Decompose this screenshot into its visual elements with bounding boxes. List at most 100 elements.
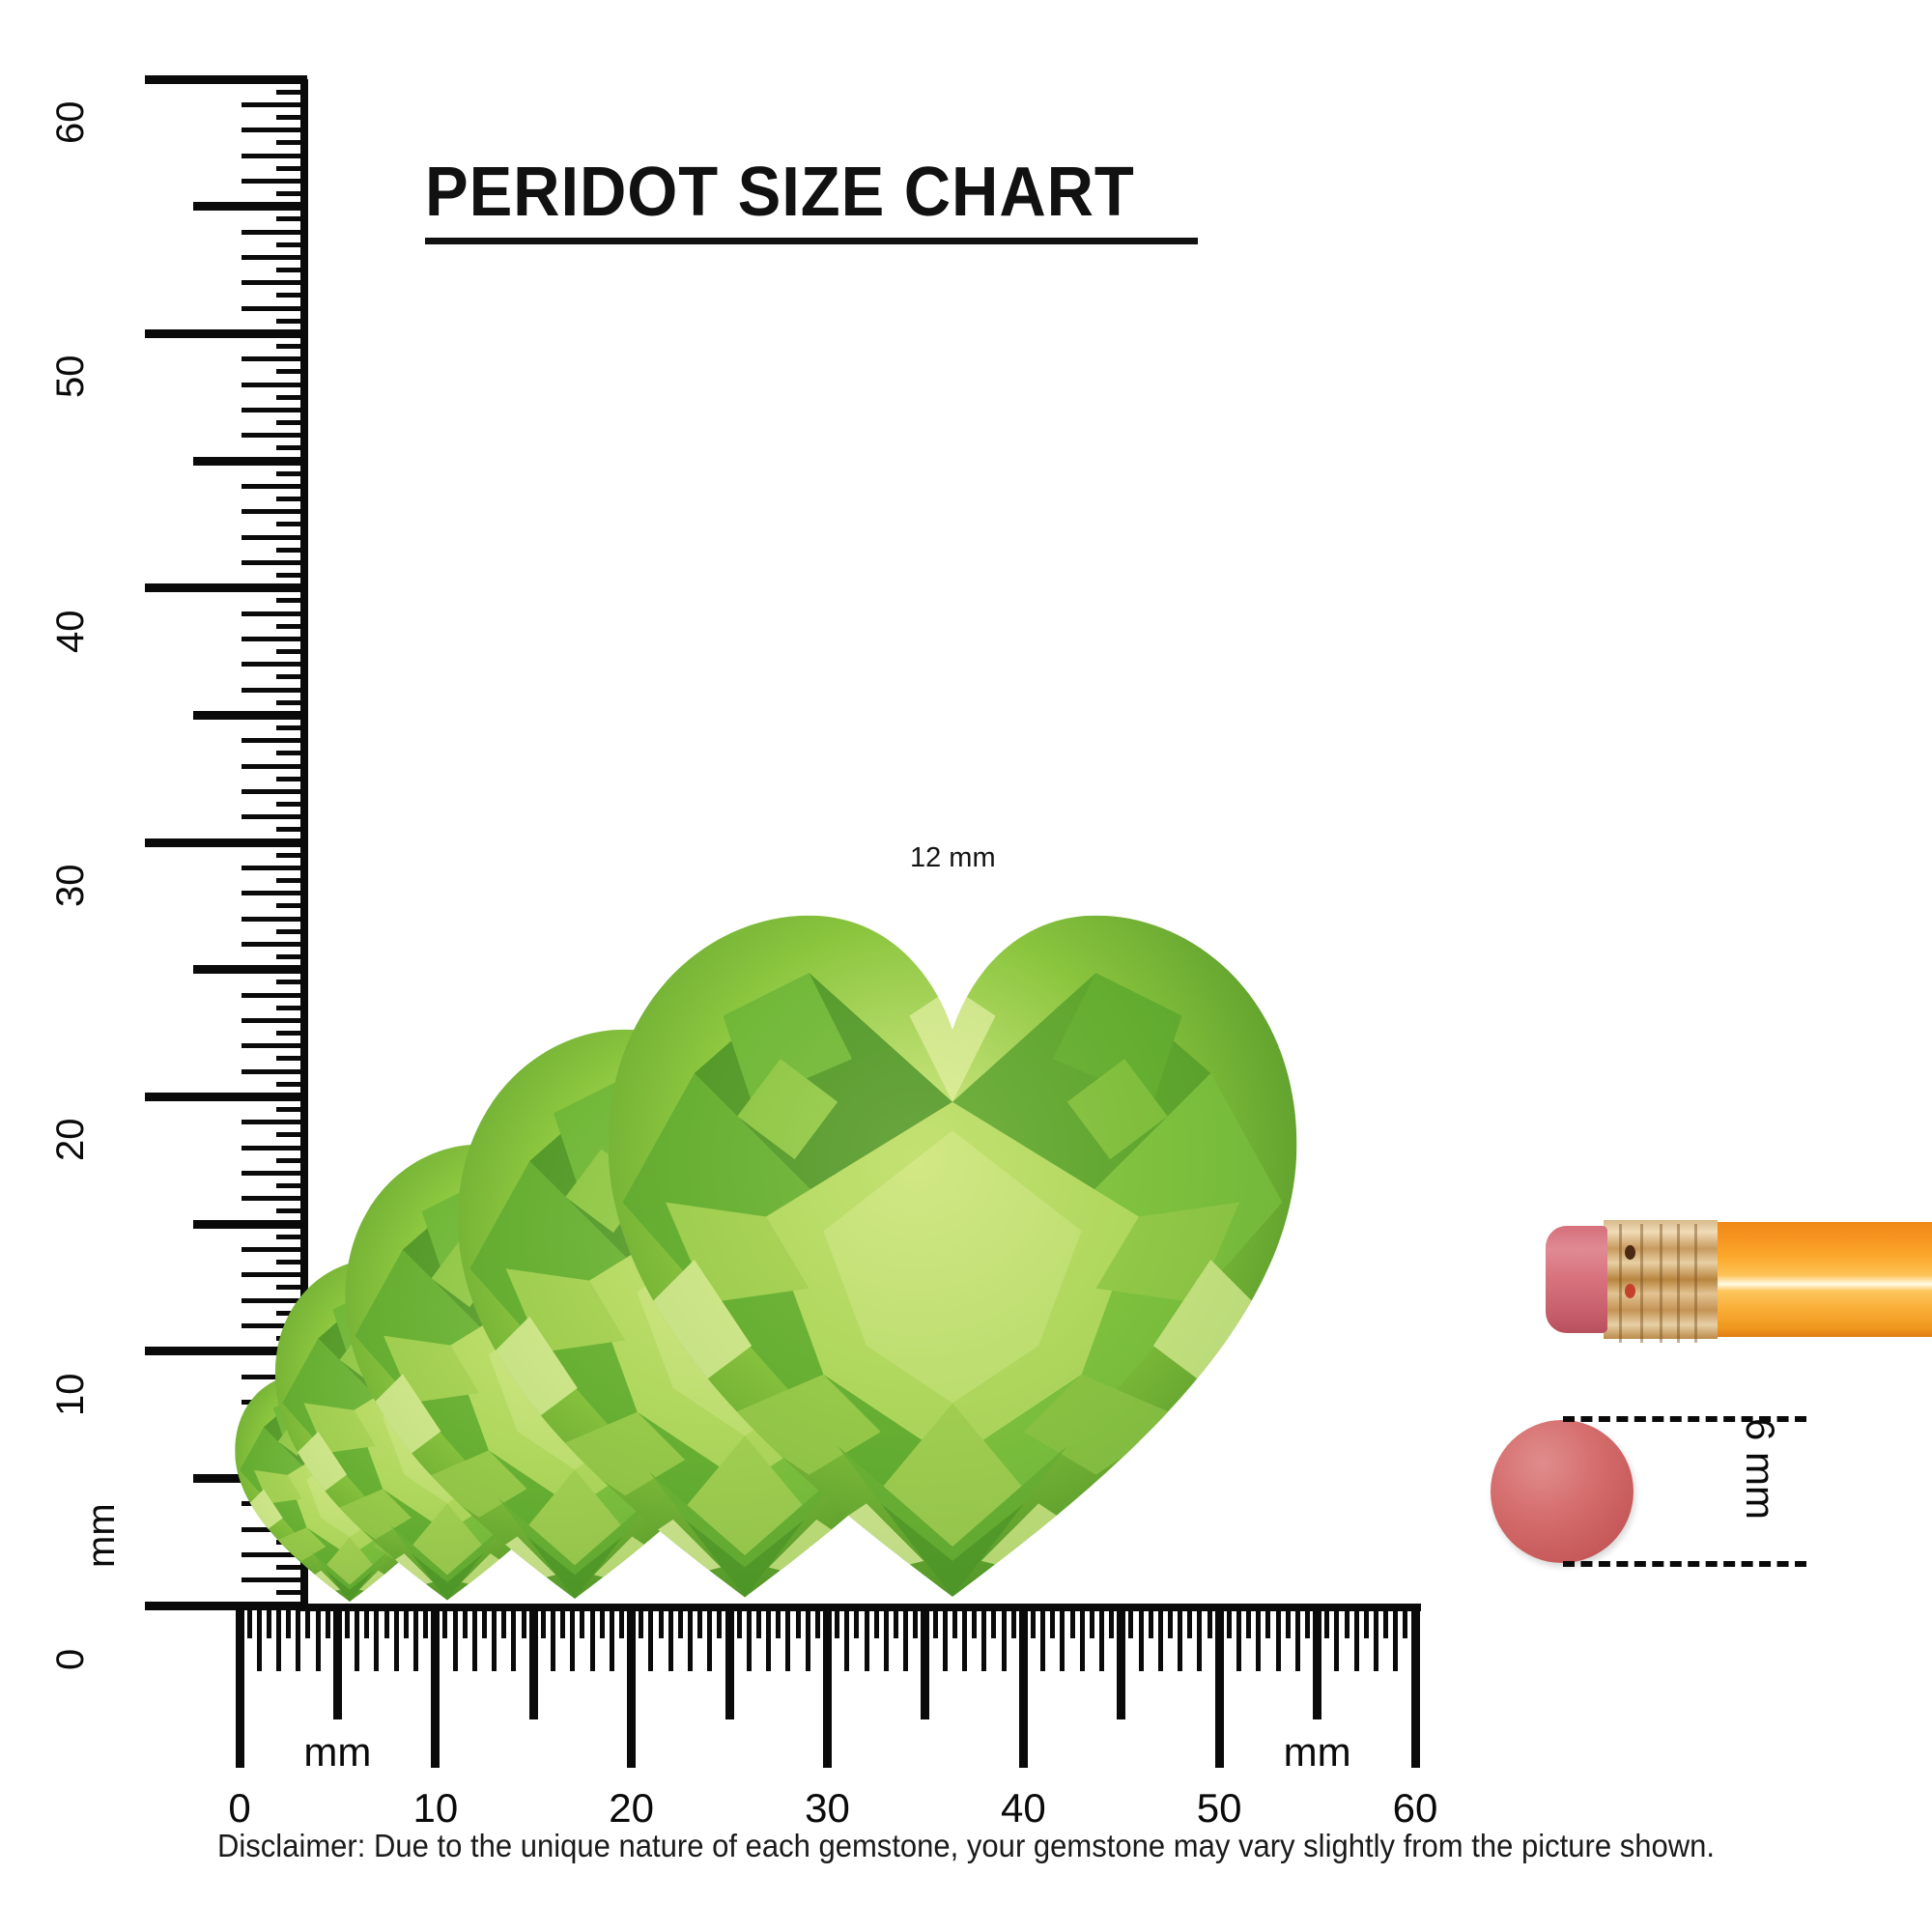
horizontal-tick-minor (1178, 1605, 1183, 1671)
vertical-tick-minor (276, 776, 307, 781)
pencil-eraser (1546, 1226, 1607, 1333)
vertical-tick-minor (276, 852, 307, 858)
vertical-tick-minor (276, 1031, 307, 1036)
vertical-tick-major (145, 74, 307, 84)
horizontal-tick-major (1214, 1605, 1224, 1768)
ferrule-ring (1694, 1224, 1697, 1343)
vertical-tick-minor (276, 268, 307, 272)
horizontal-tick-minor (688, 1605, 694, 1671)
vertical-tick-label: 50 (49, 355, 92, 399)
horizontal-tick-minor (1098, 1605, 1104, 1671)
horizontal-tick-major (627, 1605, 637, 1768)
horizontal-tick-minor (1197, 1605, 1203, 1671)
horizontal-tick-minor (873, 1605, 879, 1638)
horizontal-tick-mid (1313, 1605, 1322, 1719)
vertical-tick-major (145, 838, 307, 847)
vertical-tick-minor (276, 802, 307, 807)
page-title: PERIDOT SIZE CHART (425, 154, 1135, 231)
horizontal-tick-minor (677, 1605, 683, 1638)
vertical-tick-minor (276, 369, 307, 375)
horizontal-tick-minor (1383, 1605, 1389, 1638)
horizontal-tick-minor (589, 1605, 595, 1671)
vertical-tick-minor (242, 662, 307, 668)
pencil-ferrule (1604, 1220, 1718, 1343)
horizontal-ruler-unit-label: mm (1283, 1729, 1351, 1775)
vertical-tick-minor (276, 1183, 307, 1188)
vertical-tick-minor (276, 725, 307, 730)
horizontal-tick-minor (1353, 1605, 1359, 1671)
horizontal-tick-minor (1334, 1605, 1340, 1671)
horizontal-tick-minor (1207, 1605, 1212, 1638)
vertical-tick-minor (276, 216, 307, 222)
horizontal-tick-minor (1226, 1605, 1232, 1638)
vertical-tick-minor (242, 687, 307, 693)
horizontal-tick-minor (1373, 1605, 1378, 1671)
horizontal-tick-minor (501, 1605, 507, 1638)
horizontal-tick-label: 30 (805, 1785, 850, 1831)
horizontal-tick-minor (276, 1605, 282, 1671)
horizontal-tick-minor (1148, 1605, 1153, 1638)
horizontal-tick-minor (932, 1605, 938, 1638)
vertical-tick-minor (276, 293, 307, 298)
vertical-tick-minor (276, 928, 307, 934)
horizontal-tick-minor (814, 1605, 820, 1638)
horizontal-ruler-spine (300, 1604, 1421, 1611)
horizontal-tick-minor (854, 1605, 860, 1638)
vertical-tick-minor (276, 1208, 307, 1214)
ferrule-crimp-dot (1625, 1284, 1635, 1298)
vertical-tick-minor (276, 394, 307, 400)
horizontal-tick-minor (345, 1605, 351, 1638)
horizontal-tick-label: 50 (1196, 1785, 1242, 1831)
vertical-tick-major (145, 583, 307, 593)
horizontal-tick-minor (1079, 1605, 1085, 1671)
horizontal-tick-minor (1157, 1605, 1163, 1671)
vertical-tick-label: 30 (49, 864, 92, 908)
horizontal-tick-minor (315, 1605, 321, 1671)
horizontal-tick-label: 60 (1392, 1785, 1438, 1831)
horizontal-tick-mid (528, 1605, 538, 1719)
horizontal-tick-minor (1040, 1605, 1046, 1671)
horizontal-tick-minor (296, 1605, 301, 1671)
vertical-tick-minor (276, 1157, 307, 1163)
horizontal-tick-minor (795, 1605, 801, 1638)
vertical-tick-minor (276, 1132, 307, 1138)
vertical-tick-minor (242, 992, 307, 998)
vertical-tick-mid (193, 1219, 307, 1229)
vertical-tick-minor (242, 636, 307, 641)
vertical-tick-label: 10 (49, 1373, 92, 1416)
vertical-tick-minor (276, 318, 307, 324)
vertical-tick-minor (242, 1017, 307, 1023)
vertical-tick-minor (242, 382, 307, 387)
vertical-tick-major (145, 1347, 307, 1356)
horizontal-tick-minor (482, 1605, 488, 1638)
vertical-tick-minor (242, 814, 307, 820)
vertical-tick-minor (276, 1234, 307, 1239)
vertical-tick-minor (242, 280, 307, 286)
horizontal-tick-minor (658, 1605, 664, 1638)
vertical-tick-minor (276, 1285, 307, 1291)
vertical-tick-minor (242, 1145, 307, 1151)
vertical-tick-minor (276, 1107, 307, 1112)
eraser-dimension-label: 6 mm (1738, 1418, 1783, 1520)
horizontal-tick-minor (1246, 1605, 1252, 1638)
horizontal-tick-minor (1236, 1605, 1241, 1671)
vertical-tick-minor (242, 254, 307, 260)
horizontal-tick-minor (599, 1605, 605, 1638)
title-underline (425, 238, 1198, 244)
vertical-tick-minor (276, 470, 307, 476)
vertical-tick-minor (276, 751, 307, 756)
vertical-tick-minor (242, 101, 307, 107)
horizontal-tick-minor (746, 1605, 752, 1671)
horizontal-tick-minor (1187, 1605, 1193, 1638)
horizontal-tick-minor (1109, 1605, 1115, 1638)
vertical-tick-minor (276, 89, 307, 95)
horizontal-tick-minor (991, 1605, 997, 1638)
pencil-reference (1499, 1216, 1932, 1343)
vertical-tick-minor (242, 1272, 307, 1278)
vertical-tick-major (145, 1092, 307, 1101)
vertical-tick-mid (193, 456, 307, 466)
vertical-tick-minor (242, 916, 307, 922)
horizontal-tick-major (823, 1605, 832, 1768)
vertical-tick-minor (242, 1246, 307, 1252)
